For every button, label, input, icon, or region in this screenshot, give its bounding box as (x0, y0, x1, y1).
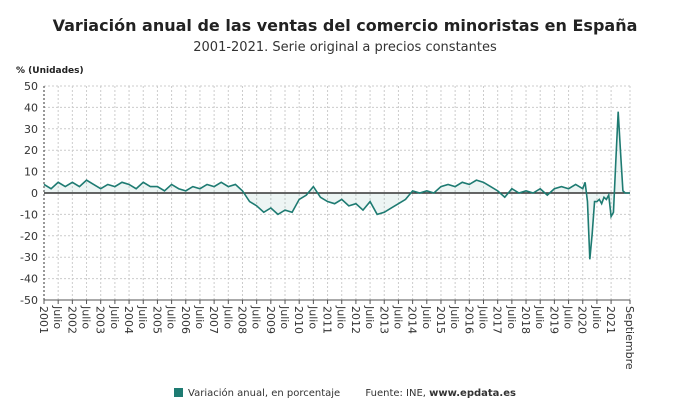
x-tick-label: Julio (165, 305, 178, 329)
source-text: Fuente: INE, (365, 388, 430, 399)
x-tick-label: 2003 (94, 306, 107, 334)
y-tick-label: 30 (24, 123, 38, 136)
x-tick-label: 2017 (491, 306, 504, 334)
y-tick-label: 20 (24, 144, 38, 157)
x-tick-label: 2016 (462, 306, 475, 334)
x-tick-label: Julio (590, 305, 603, 329)
x-tick-label: Julio (108, 305, 121, 329)
y-tick-label: -50 (20, 294, 38, 307)
chart-subtitle: 2001-2021. Serie original a precios cons… (193, 40, 497, 55)
legend-swatch (174, 388, 184, 397)
y-tick-label: 50 (24, 80, 38, 93)
x-tick-label: Julio (306, 305, 319, 329)
x-tick-label: Julio (136, 305, 149, 329)
x-tick-label: Julio (448, 305, 461, 329)
x-tick-label: 2010 (292, 306, 305, 334)
x-tick-label: 2012 (349, 306, 362, 334)
x-tick-label: 2019 (547, 306, 560, 334)
y-axis-label: % (Unidades) (16, 66, 84, 76)
x-tick-label: 2006 (179, 306, 192, 334)
x-tick-label: 2015 (434, 306, 447, 334)
x-tick-label: Julio (221, 305, 234, 329)
x-tick-label: 2007 (207, 306, 220, 334)
x-tick-label: Julio (391, 305, 404, 329)
x-tick-label: Julio (562, 305, 575, 329)
x-tick-label: Julio (477, 305, 490, 329)
x-tick-label: 2013 (377, 306, 390, 334)
x-tick-label: 2005 (150, 306, 163, 334)
x-tick-label: 2018 (519, 306, 532, 334)
y-tick-label: -20 (20, 230, 38, 243)
x-tick-label: Julio (363, 305, 376, 329)
y-tick-label: -30 (20, 251, 38, 264)
x-tick-label: Julio (193, 305, 206, 329)
x-tick-label: Julio (533, 305, 546, 329)
chart-title: Variación anual de las ventas del comerc… (52, 16, 638, 35)
x-tick-label: Julio (420, 305, 433, 329)
x-tick-label: 2008 (235, 306, 248, 334)
x-tick-label: 2011 (321, 306, 334, 334)
series-line (43, 111, 630, 260)
x-tick-label: 2014 (406, 306, 419, 334)
y-tick-label: -10 (20, 208, 38, 221)
y-tick-label: -40 (20, 273, 38, 286)
x-tick-label: 2020 (576, 306, 589, 334)
x-tick-label: 2021 (604, 306, 617, 334)
x-tick-label: 2002 (65, 306, 78, 334)
x-tick-label: Julio (335, 305, 348, 329)
x-tick-label: 2009 (264, 306, 277, 334)
x-tick-label: 2004 (122, 306, 135, 334)
y-tick-label: 0 (31, 187, 38, 200)
x-tick-label: Julio (80, 305, 93, 329)
x-tick-label: Julio (505, 305, 518, 329)
x-tick-label: Julio (51, 305, 64, 329)
legend-label: Variación anual, en porcentaje (188, 388, 341, 399)
y-tick-label: 40 (24, 101, 38, 114)
x-tick-label: Julio (278, 305, 291, 329)
legend: Variación anual, en porcentaje Fuente: I… (0, 388, 690, 400)
y-tick-label: 10 (24, 166, 38, 179)
x-tick-label: 2001 (37, 306, 50, 334)
source-link[interactable]: www.epdata.es (429, 388, 516, 399)
x-tick-label: Julio (250, 305, 263, 329)
x-tick-label: Septiembre (623, 306, 636, 370)
